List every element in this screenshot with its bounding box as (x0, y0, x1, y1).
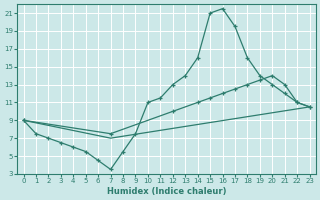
X-axis label: Humidex (Indice chaleur): Humidex (Indice chaleur) (107, 187, 226, 196)
